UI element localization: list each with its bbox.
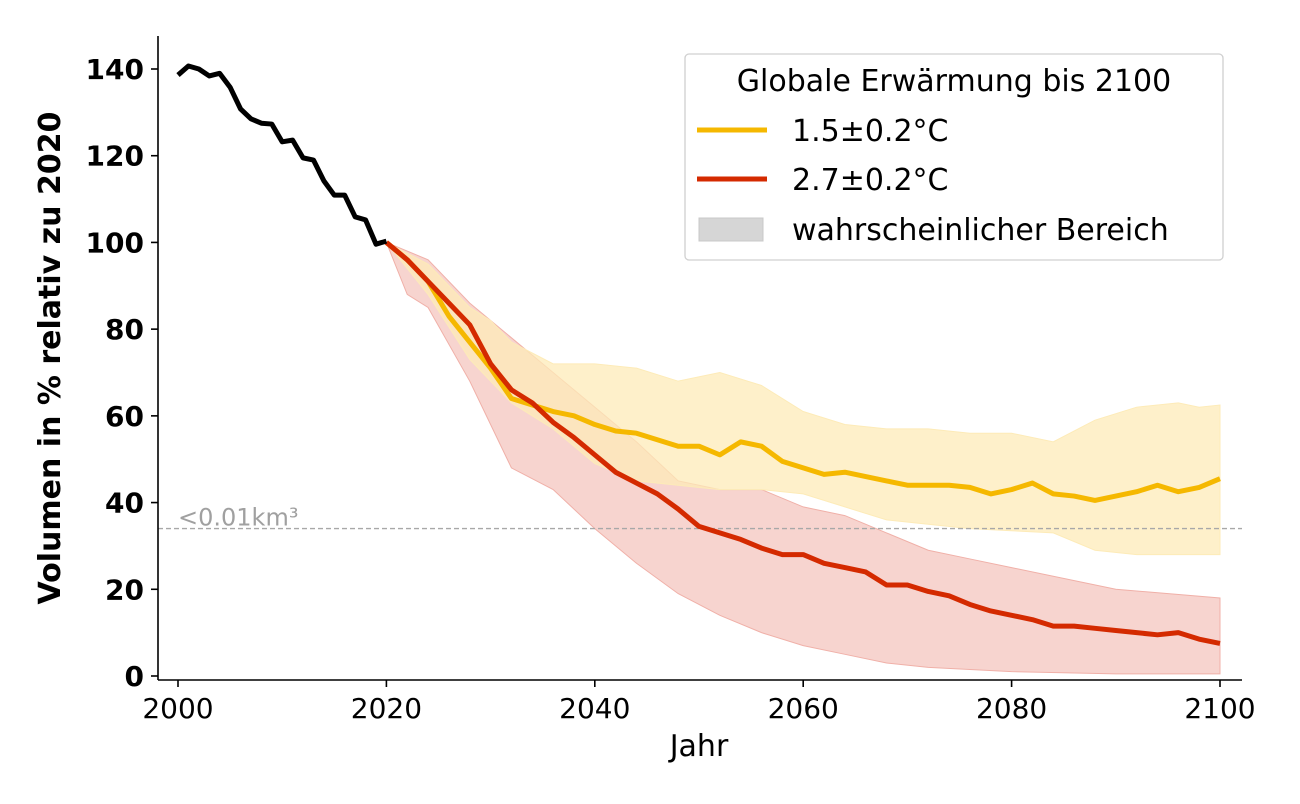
x-tick-label: 2020: [351, 692, 422, 725]
series-line-beobachtung: [176, 63, 388, 247]
y-tick-label: 0: [125, 660, 144, 693]
legend-title: Globale Erwärmung bis 2100: [737, 64, 1171, 99]
y-axis-label: Volumen in % relativ zu 2020: [33, 112, 68, 605]
y-tick-label: 100: [86, 226, 144, 259]
y-tick-label: 120: [86, 140, 144, 173]
legend-label-2-7: 2.7±0.2°C: [792, 163, 949, 198]
y-tick-label: 80: [105, 313, 144, 346]
legend-frame: [684, 53, 1224, 261]
y-tick-label: 20: [105, 573, 144, 606]
x-tick-label: 2100: [1184, 692, 1255, 725]
x-axis-label: Jahr: [668, 729, 729, 764]
legend: Globale Erwärmung bis 2100 1.5±0.2°C 2.7…: [684, 53, 1224, 261]
legend-label-range: wahrscheinlicher Bereich: [792, 213, 1169, 248]
threshold-label: <0.01km³: [178, 504, 298, 532]
x-ticks: 2000 2020 2040 2060 2080 2100: [142, 680, 1256, 725]
series-line-2-7-0-2-c: [384, 240, 1221, 646]
legend-label-1-5: 1.5±0.2°C: [792, 114, 949, 149]
y-tick-label: 60: [105, 400, 144, 433]
series-line-1-5-0-2-c: [384, 240, 1221, 503]
y-ticks: 0 20 40 60 80 100 120 140: [86, 53, 158, 693]
series-lines: [176, 63, 1221, 646]
x-tick-label: 2000: [142, 692, 213, 725]
x-tick-label: 2060: [768, 692, 839, 725]
legend-swatch-range: [698, 217, 764, 242]
y-tick-label: 140: [86, 53, 144, 86]
y-tick-label: 40: [105, 487, 144, 520]
uncertainty-bands: [385, 241, 1221, 675]
x-tick-label: 2040: [559, 692, 630, 725]
x-tick-label: 2080: [976, 692, 1047, 725]
threshold-annotation: <0.01km³: [158, 504, 1242, 532]
